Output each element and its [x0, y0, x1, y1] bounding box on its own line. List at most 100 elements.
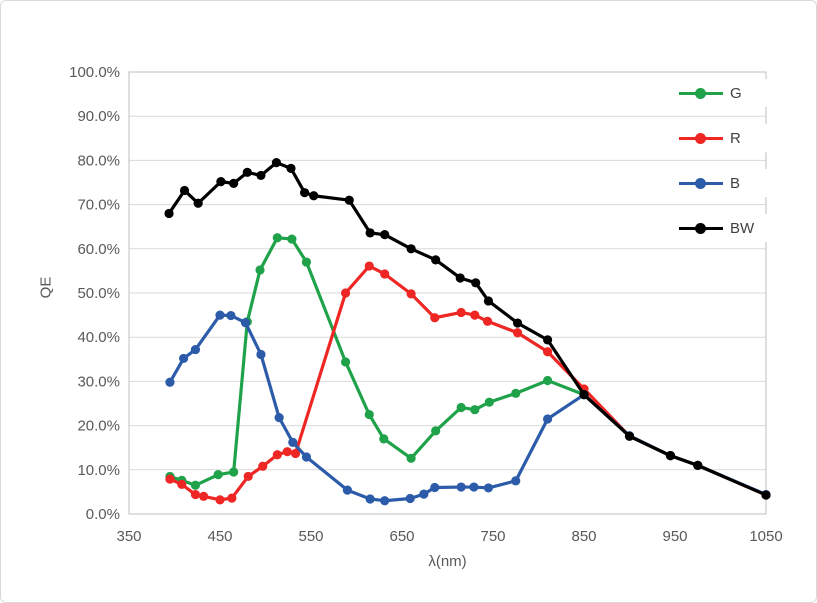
marker-BW [271, 158, 282, 168]
marker-BW [344, 195, 354, 205]
marker-BW [455, 273, 465, 283]
marker-BW [761, 490, 771, 500]
legend-dot-icon [695, 132, 706, 144]
marker-BW [431, 255, 441, 265]
marker-BW [483, 296, 494, 306]
marker-B [179, 353, 189, 364]
marker-R [243, 471, 253, 482]
marker-BW [193, 198, 203, 208]
marker-R [282, 447, 292, 457]
x-tick-label: 450 [207, 528, 232, 545]
y-tick-label: 70.0% [77, 197, 120, 214]
x-tick-label: 550 [298, 528, 323, 545]
marker-R [340, 288, 351, 298]
marker-B [226, 310, 236, 321]
marker-G [340, 357, 351, 367]
marker-R [430, 313, 440, 323]
marker-R [290, 448, 301, 459]
marker-R [364, 261, 374, 271]
chart-legend: G R B BW [667, 79, 785, 259]
marker-G [364, 409, 374, 420]
marker-B [543, 414, 553, 424]
marker-B [380, 496, 390, 506]
legend-swatch-bw [679, 222, 723, 234]
marker-R [227, 493, 237, 503]
legend-swatch-r [679, 132, 723, 144]
marker-BW [365, 228, 375, 238]
marker-G [431, 426, 441, 436]
marker-R [165, 474, 175, 484]
legend-item-bw[interactable]: BW [667, 214, 785, 242]
marker-BW [579, 390, 589, 400]
marker-G [213, 470, 223, 480]
marker-B [456, 482, 466, 492]
y-tick-label: 90.0% [77, 108, 120, 125]
marker-BW [665, 451, 676, 461]
marker-R [543, 347, 553, 357]
y-tick-label: 20.0% [77, 418, 120, 435]
marker-R [482, 316, 493, 326]
marker-G [379, 434, 389, 444]
marker-B [405, 493, 415, 504]
marker-BW [179, 185, 190, 196]
marker-BW [300, 188, 310, 198]
marker-R [272, 450, 282, 460]
y-tick-label: 30.0% [77, 373, 120, 390]
marker-G [456, 402, 466, 413]
y-axis-title: QE [37, 276, 55, 299]
x-tick-label: 1050 [749, 528, 782, 545]
x-tick-label: 350 [116, 528, 141, 545]
marker-B [240, 318, 251, 328]
legend-label-bw: BW [730, 219, 755, 237]
x-tick-label: 650 [389, 528, 414, 545]
legend-item-b[interactable]: B [667, 169, 785, 197]
marker-B [256, 349, 266, 360]
marker-G [301, 257, 312, 267]
x-axis-title: λ(nm) [428, 553, 467, 570]
marker-R [470, 310, 480, 320]
marker-BW [624, 431, 635, 441]
marker-B [365, 494, 375, 504]
legend-label-r: R [730, 129, 741, 147]
y-tick-label: 60.0% [77, 241, 120, 258]
series-B [165, 310, 771, 506]
marker-R [199, 491, 209, 501]
legend-item-r[interactable]: R [667, 124, 785, 152]
marker-R [380, 269, 390, 279]
marker-R [406, 289, 416, 299]
x-tick-label: 750 [480, 528, 505, 545]
marker-BW [286, 163, 296, 173]
x-tick-label: 950 [662, 528, 687, 545]
marker-B [288, 437, 298, 447]
marker-B [274, 413, 284, 423]
marker-G [406, 453, 416, 463]
marker-BW [242, 167, 252, 177]
marker-B [483, 483, 494, 493]
marker-G [190, 480, 201, 490]
legend-swatch-b [679, 177, 723, 189]
marker-BW [406, 244, 416, 254]
marker-B [165, 377, 175, 387]
y-tick-label: 10.0% [77, 462, 120, 479]
legend-item-g[interactable]: G [667, 79, 785, 107]
y-tick-label: 50.0% [77, 285, 120, 302]
marker-G [255, 265, 265, 275]
marker-BW [693, 460, 703, 470]
marker-R [190, 489, 201, 500]
marker-BW [380, 230, 390, 240]
marker-BW [512, 318, 523, 328]
marker-BW [543, 335, 553, 345]
y-tick-label: 0.0% [86, 506, 120, 523]
legend-dot-icon [695, 87, 706, 99]
marker-BW [229, 178, 239, 188]
marker-R [258, 461, 268, 471]
marker-G [484, 397, 494, 407]
marker-G [272, 233, 282, 243]
marker-B [511, 476, 521, 486]
marker-R [512, 328, 523, 338]
series-R [165, 261, 771, 505]
marker-R [456, 307, 466, 318]
gridlines-and-y-ticks: 0.0% 10.0% 20.0% 30.0% 40.0% 50.0% 60.0% 70.0% 8… [69, 64, 766, 523]
